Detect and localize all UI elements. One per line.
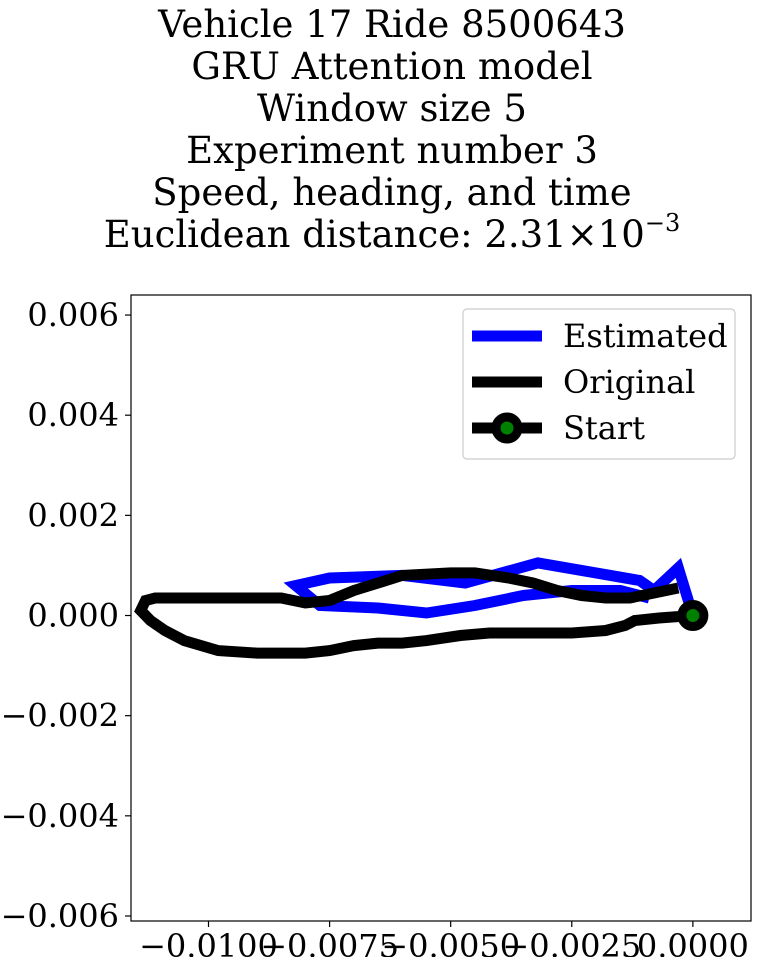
x-tick-label: −0.0025 [502,927,641,957]
legend: Estimated Original Start [462,308,736,460]
title-line-1: Vehicle 17 Ride 8500643 [158,3,626,46]
legend-label-start: Start [563,409,645,447]
chart-title: Vehicle 17 Ride 8500643 GRU Attention mo… [0,4,784,256]
legend-label-original: Original [563,363,695,401]
x-tick-label: −0.0050 [381,927,520,957]
title-line-5: Speed, heading, and time [152,171,632,214]
title-line-3: Window size 5 [257,87,527,130]
distance-base: 10 [597,213,645,256]
x-tick-label: −0.0075 [260,927,399,957]
distance-prefix: Euclidean distance: [103,213,485,256]
y-tick-label: 0.006 [27,296,119,334]
y-tick-label: −0.002 [1,697,119,735]
y-axis: 0.006 0.004 0.002 0.000 −0.002 −0.004 −0.006 [1,296,131,935]
y-tick-label: 0.000 [27,597,119,635]
title-line-distance: Euclidean distance: 2.31×10−3 [0,211,784,256]
legend-label-estimated: Estimated [563,317,728,355]
start-marker [677,600,709,632]
legend-box [462,308,736,460]
legend-start-marker [491,412,523,444]
plot-frame [130,294,752,922]
y-tick-label: 0.002 [27,496,119,534]
plot-lines [134,557,709,659]
y-tick-label: 0.004 [27,396,119,434]
distance-exponent: −3 [644,209,681,237]
series-original [134,567,694,659]
y-tick-label: −0.004 [1,797,119,835]
distance-times: × [566,213,598,256]
title-line-4: Experiment number 3 [186,129,598,172]
x-tick-label: −0.0100 [139,927,278,957]
series-estimated [283,557,699,619]
distance-mantissa: 2.31 [484,213,567,256]
x-tick-label: 0.0000 [637,927,749,957]
title-line-2: GRU Attention model [191,45,593,88]
y-tick-label: −0.006 [1,897,119,935]
